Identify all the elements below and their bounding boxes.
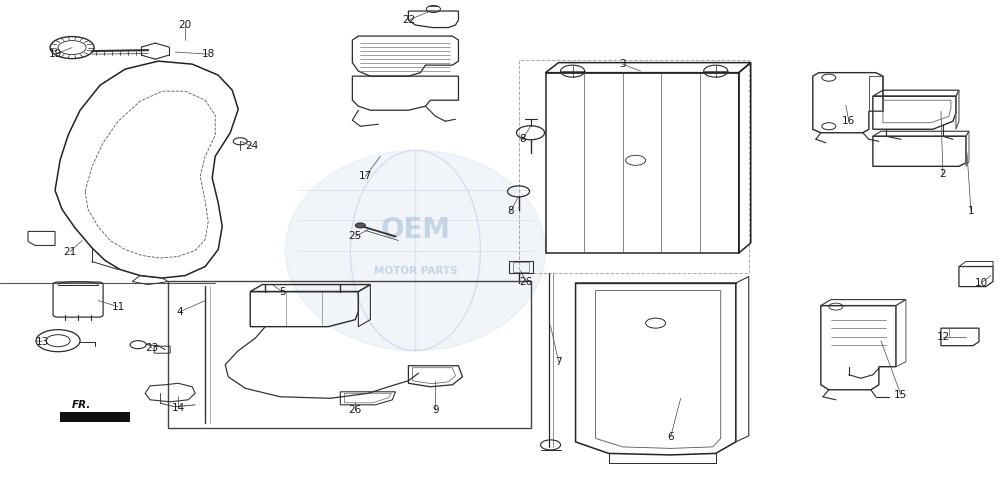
Text: 22: 22 (401, 15, 415, 25)
Text: FR.: FR. (72, 400, 91, 410)
Text: 1: 1 (968, 206, 974, 216)
Text: 23: 23 (145, 343, 159, 353)
Text: 4: 4 (177, 307, 183, 317)
Text: 21: 21 (63, 246, 77, 257)
Text: 8: 8 (508, 206, 514, 216)
Circle shape (355, 223, 365, 228)
Text: 16: 16 (842, 116, 856, 126)
Text: 10: 10 (974, 278, 988, 288)
Text: 20: 20 (178, 20, 192, 30)
Text: 8: 8 (520, 134, 526, 144)
Text: 15: 15 (894, 390, 908, 400)
Text: 13: 13 (35, 337, 49, 347)
Text: 24: 24 (245, 141, 259, 151)
Polygon shape (60, 412, 130, 422)
Text: 6: 6 (668, 432, 674, 442)
Text: 5: 5 (279, 287, 285, 297)
Text: 26: 26 (519, 277, 533, 287)
Text: 19: 19 (48, 49, 62, 59)
Text: 26: 26 (348, 405, 362, 415)
Text: 2: 2 (940, 169, 946, 179)
Text: 12: 12 (936, 332, 950, 342)
Text: MOTOR PARTS: MOTOR PARTS (373, 266, 457, 276)
Text: 11: 11 (111, 302, 125, 312)
Text: OEM: OEM (380, 216, 450, 244)
Text: 25: 25 (348, 231, 362, 241)
Text: 3: 3 (620, 59, 626, 69)
Text: 14: 14 (171, 403, 185, 413)
Text: 18: 18 (201, 49, 215, 59)
Text: 17: 17 (358, 171, 372, 181)
Text: 7: 7 (556, 357, 562, 367)
Ellipse shape (285, 150, 546, 351)
Text: 9: 9 (432, 405, 438, 415)
